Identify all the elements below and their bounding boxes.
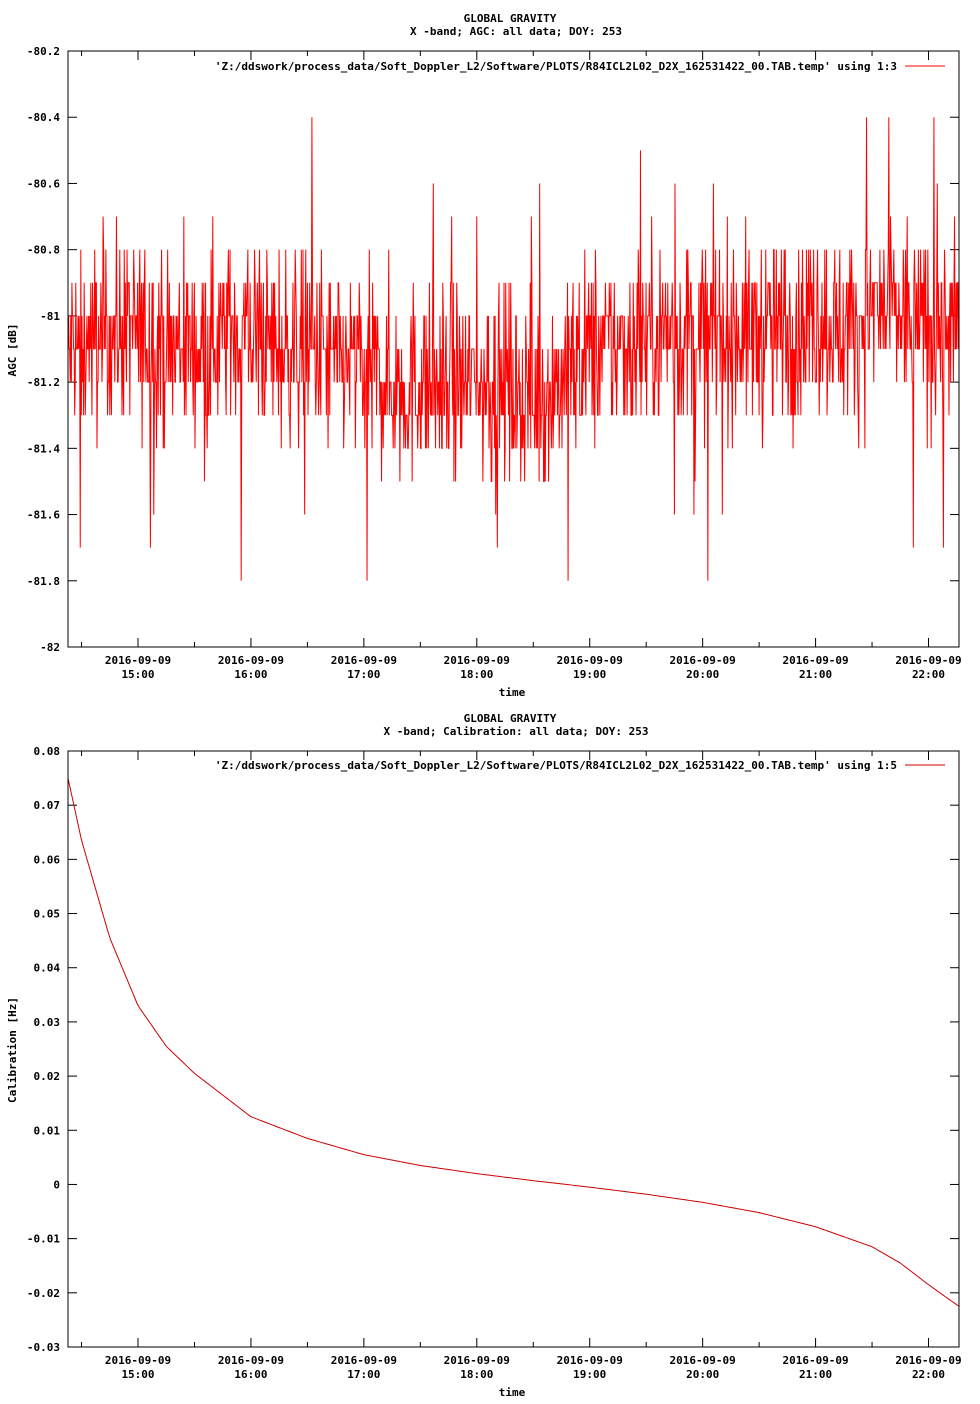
y-tick-label: -80.4 bbox=[27, 111, 60, 124]
y-tick-label: -82 bbox=[40, 641, 60, 654]
x-tick-date-label: 2016-09-09 bbox=[105, 654, 171, 667]
x-tick-time-label: 21:00 bbox=[799, 668, 832, 681]
calibration-y-ticks: 0.08 0.07 0.06 0.05 0.04 0.03 0.02 0.01 0 -0.01 -0… bbox=[27, 745, 959, 1354]
x-tick-date-label: 2016-09-09 bbox=[331, 654, 397, 667]
x-tick-date-label: 2016-09-09 bbox=[782, 654, 848, 667]
x-tick-date-label: 2016-09-09 bbox=[670, 1354, 736, 1367]
x-tick-date-label: 2016-09-09 bbox=[895, 1354, 961, 1367]
y-tick-label: 0.03 bbox=[34, 1016, 61, 1029]
x-tick-time-label: 22:00 bbox=[912, 1368, 945, 1381]
x-tick-date-label: 2016-09-09 bbox=[218, 1354, 284, 1367]
calibration-chart: GLOBAL GRAVITY X -band; Calibration: all… bbox=[6, 712, 962, 1399]
x-tick-time-label: 15:00 bbox=[121, 668, 154, 681]
y-tick-label: 0.04 bbox=[34, 962, 61, 975]
agc-x-ticks: 2016-09-0915:002016-09-0916:002016-09-09… bbox=[81, 51, 962, 681]
y-tick-label: 0.01 bbox=[34, 1124, 61, 1137]
x-tick-time-label: 22:00 bbox=[912, 668, 945, 681]
x-tick-time-label: 19:00 bbox=[573, 1368, 606, 1381]
x-tick-time-label: 20:00 bbox=[686, 668, 719, 681]
calibration-series bbox=[67, 777, 960, 1307]
x-tick-date-label: 2016-09-09 bbox=[444, 654, 510, 667]
y-tick-label: -0.01 bbox=[27, 1233, 60, 1246]
x-tick-time-label: 18:00 bbox=[460, 668, 493, 681]
x-tick-time-label: 17:00 bbox=[347, 668, 380, 681]
x-tick-date-label: 2016-09-09 bbox=[670, 654, 736, 667]
x-tick-time-label: 19:00 bbox=[573, 668, 606, 681]
x-tick-time-label: 16:00 bbox=[234, 1368, 267, 1381]
x-tick-date-label: 2016-09-09 bbox=[218, 654, 284, 667]
x-tick-date-label: 2016-09-09 bbox=[444, 1354, 510, 1367]
x-tick-date-label: 2016-09-09 bbox=[782, 1354, 848, 1367]
x-tick-date-label: 2016-09-09 bbox=[331, 1354, 397, 1367]
x-tick-date-label: 2016-09-09 bbox=[557, 654, 623, 667]
y-tick-label: -81 bbox=[40, 310, 60, 323]
calibration-y-axis-label: Calibration [Hz] bbox=[6, 997, 19, 1103]
x-tick-date-label: 2016-09-09 bbox=[105, 1354, 171, 1367]
y-tick-label: -0.03 bbox=[27, 1341, 60, 1354]
y-tick-label: -80.6 bbox=[27, 177, 60, 190]
calibration-x-ticks: 2016-09-0915:002016-09-0916:002016-09-09… bbox=[81, 751, 962, 1381]
x-tick-time-label: 15:00 bbox=[121, 1368, 154, 1381]
agc-plot-frame bbox=[67, 50, 960, 648]
x-tick-time-label: 17:00 bbox=[347, 1368, 380, 1381]
agc-x-axis-label: time bbox=[499, 686, 526, 699]
y-tick-label: -81.2 bbox=[27, 376, 60, 389]
y-tick-label: -81.8 bbox=[27, 575, 60, 588]
agc-chart-title: GLOBAL GRAVITY bbox=[464, 12, 557, 25]
calibration-legend-label: 'Z:/ddswork/process_data/Soft_Doppler_L2… bbox=[215, 759, 897, 772]
calibration-chart-title: GLOBAL GRAVITY bbox=[464, 712, 557, 725]
agc-chart-subtitle: X -band; AGC: all data; DOY: 253 bbox=[410, 25, 622, 38]
y-tick-label: -80.2 bbox=[27, 45, 60, 58]
y-tick-label: -81.6 bbox=[27, 509, 60, 522]
y-tick-label: 0.08 bbox=[34, 745, 61, 758]
agc-series-line bbox=[68, 117, 960, 581]
agc-y-axis-label: AGC [dB] bbox=[6, 324, 19, 377]
x-tick-time-label: 18:00 bbox=[460, 1368, 493, 1381]
y-tick-label: 0.06 bbox=[34, 853, 61, 866]
calibration-x-axis-label: time bbox=[499, 1386, 526, 1399]
agc-legend-label: 'Z:/ddswork/process_data/Soft_Doppler_L2… bbox=[215, 60, 897, 73]
agc-series bbox=[68, 117, 960, 581]
y-tick-label: -0.02 bbox=[27, 1287, 60, 1300]
x-tick-date-label: 2016-09-09 bbox=[557, 1354, 623, 1367]
calibration-chart-subtitle: X -band; Calibration: all data; DOY: 253 bbox=[384, 725, 649, 738]
x-tick-time-label: 16:00 bbox=[234, 668, 267, 681]
y-tick-label: -81.4 bbox=[27, 442, 60, 455]
x-tick-date-label: 2016-09-09 bbox=[895, 654, 961, 667]
y-tick-label: -80.8 bbox=[27, 244, 60, 257]
y-tick-label: 0.07 bbox=[34, 799, 61, 812]
x-tick-time-label: 20:00 bbox=[686, 1368, 719, 1381]
x-tick-time-label: 21:00 bbox=[799, 1368, 832, 1381]
y-tick-label: 0 bbox=[53, 1178, 60, 1191]
calibration-plot-frame bbox=[67, 750, 960, 1348]
calibration-series-line bbox=[67, 777, 960, 1307]
agc-chart: GLOBAL GRAVITY X -band; AGC: all data; D… bbox=[6, 12, 962, 699]
y-tick-label: 0.05 bbox=[34, 908, 61, 921]
y-tick-label: 0.02 bbox=[34, 1070, 61, 1083]
